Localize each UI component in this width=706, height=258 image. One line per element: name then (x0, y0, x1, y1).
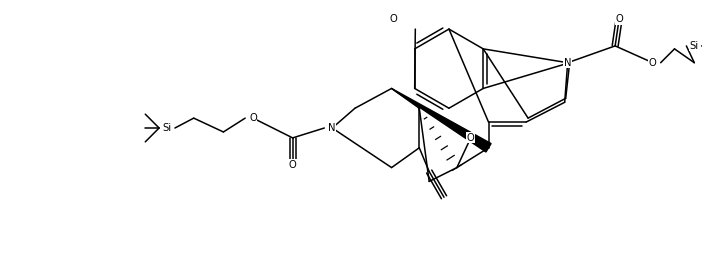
Polygon shape (392, 88, 491, 152)
Text: N: N (564, 58, 571, 68)
Text: Si: Si (162, 123, 172, 133)
Text: N: N (328, 123, 336, 133)
Text: Si: Si (690, 41, 699, 51)
Text: O: O (390, 14, 397, 24)
Text: O: O (467, 133, 474, 143)
Text: O: O (249, 113, 257, 123)
Text: O: O (615, 14, 623, 24)
Text: O: O (289, 160, 297, 170)
Text: O: O (649, 58, 657, 68)
